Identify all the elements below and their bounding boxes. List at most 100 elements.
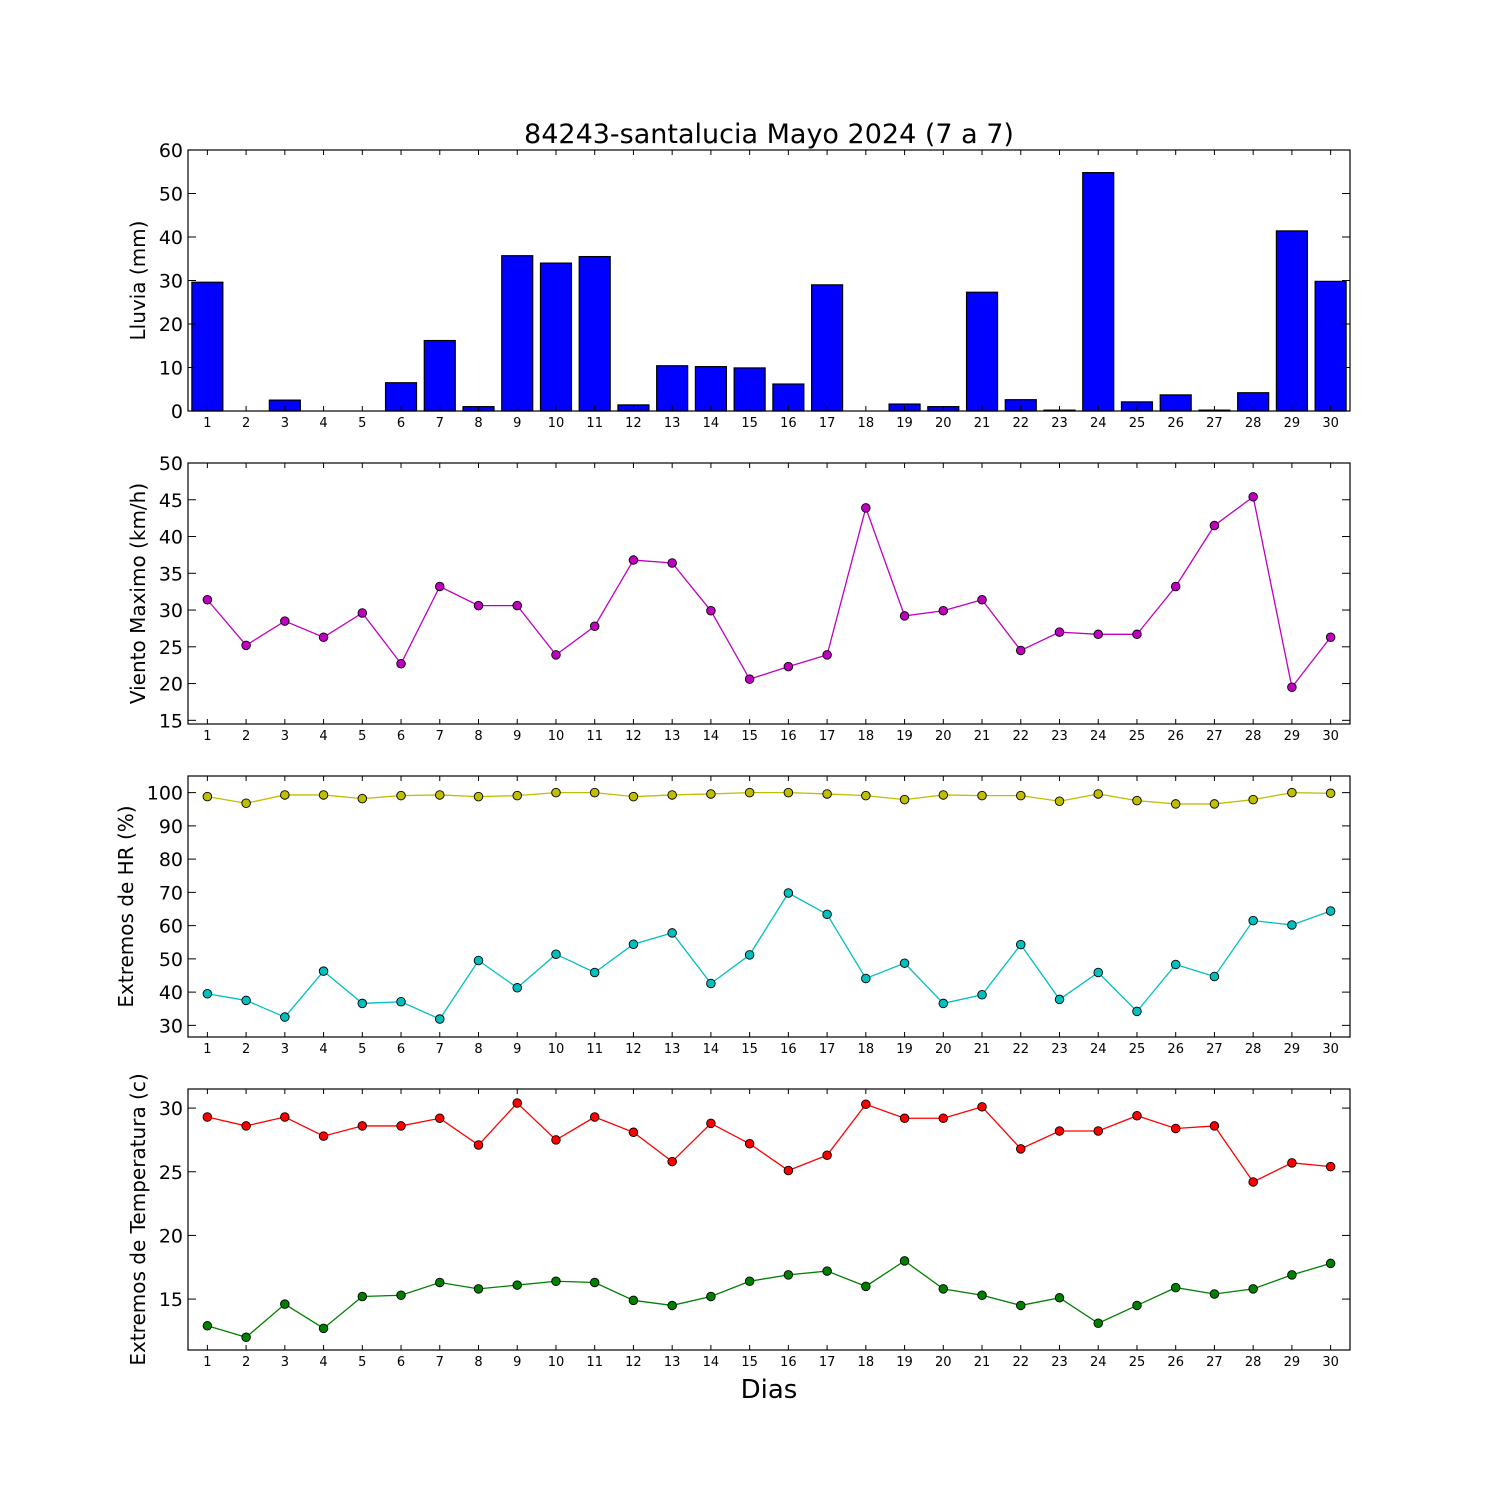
hr-min-point — [783, 888, 794, 898]
x-tick-label: 29 — [1284, 416, 1301, 431]
hr-min-point — [1287, 920, 1297, 930]
x-tick-label: 25 — [1129, 416, 1146, 431]
temp-max-point — [1016, 1144, 1026, 1154]
x-tick-label: 16 — [780, 1042, 797, 1057]
x-tick-label: 7 — [436, 416, 444, 431]
wind-point — [706, 606, 716, 616]
x-tick-label: 13 — [664, 729, 681, 744]
hr-min-line — [207, 892, 1331, 1020]
wind-point — [1209, 520, 1220, 531]
x-tick-label: 2 — [242, 416, 250, 431]
x-tick-label: 8 — [474, 416, 482, 431]
rain-bar — [1082, 172, 1115, 412]
y-tick-label: 90 — [159, 816, 183, 838]
x-tick-label: 19 — [896, 729, 913, 744]
y-axis-label: Lluvia (mm) — [126, 221, 150, 341]
y-tick-label: 40 — [159, 982, 183, 1004]
temp-min-point — [783, 1270, 794, 1280]
temp-min-point — [396, 1290, 406, 1301]
x-tick-label: 5 — [358, 1355, 366, 1370]
temp-max-point — [318, 1131, 329, 1141]
x-tick-label: 6 — [397, 1355, 405, 1370]
hr-max-point — [512, 790, 522, 801]
x-tick-label: 6 — [397, 1042, 405, 1057]
rain-bar — [733, 367, 766, 412]
wind-point — [938, 606, 949, 616]
x-tick-label: 22 — [1012, 729, 1029, 744]
x-tick-label: 26 — [1167, 1042, 1184, 1057]
x-tick-label: 1 — [203, 1042, 211, 1057]
hr-max-point — [938, 790, 949, 800]
hr-min-point — [1054, 994, 1065, 1005]
x-tick-label: 5 — [358, 729, 366, 744]
wind-point — [1287, 682, 1297, 692]
hr-max-point — [1132, 795, 1142, 806]
temp-min-point — [977, 1290, 987, 1301]
x-tick-label: 1 — [203, 1355, 211, 1370]
x-tick-label: 24 — [1090, 729, 1107, 744]
x-tick-label: 11 — [586, 729, 603, 744]
rain-panel: 1 2 3 4 5 6 7 8 9 10 11 12 13 14 15 16 17 18 19 20 21 22 23 24 2… — [126, 140, 1351, 431]
temp-max-point — [551, 1135, 561, 1145]
x-tick-label: 17 — [819, 416, 836, 431]
x-tick-label: 4 — [319, 729, 327, 744]
hr-max-point — [1016, 790, 1026, 801]
x-tick-label: 24 — [1090, 1355, 1107, 1370]
rain-bar — [384, 382, 418, 412]
wind-point — [589, 621, 600, 631]
x-tick-label: 12 — [625, 1355, 642, 1370]
hr-min-point — [1170, 959, 1181, 970]
hr-min-point — [1325, 906, 1336, 916]
x-tick-label: 10 — [548, 1042, 565, 1057]
x-tick-label: 17 — [819, 1042, 836, 1057]
x-tick-label: 21 — [974, 1355, 991, 1370]
hr-max-point — [1054, 796, 1065, 807]
x-tick-label: 28 — [1245, 416, 1262, 431]
y-tick-label: 45 — [159, 490, 183, 512]
x-tick-label: 5 — [358, 1042, 366, 1057]
hr-max-point — [628, 791, 639, 802]
hr-min-point — [435, 1014, 445, 1024]
hr-max-point — [551, 787, 561, 798]
x-tick-label: 20 — [935, 1042, 952, 1057]
y-tick-label: 25 — [159, 1162, 183, 1184]
x-tick-label: 19 — [896, 416, 913, 431]
x-tick-label: 13 — [664, 416, 681, 431]
y-tick-label: 30 — [159, 1098, 183, 1120]
hr-min-point — [1093, 967, 1103, 978]
y-tick-label: 100 — [147, 783, 183, 805]
wind-point — [551, 650, 561, 660]
temp-min-point — [899, 1256, 910, 1266]
hr-min-point — [744, 950, 755, 960]
hr-max-point — [1209, 799, 1220, 809]
axes-frame — [187, 462, 1351, 725]
x-tick-label: 11 — [586, 416, 603, 431]
x-tick-label: 16 — [780, 1355, 797, 1370]
x-tick-label: 5 — [358, 416, 366, 431]
y-tick-label: 30 — [159, 600, 183, 622]
temp-min-point — [318, 1323, 329, 1334]
y-tick-label: 25 — [159, 637, 183, 659]
y-tick-label: 20 — [159, 674, 183, 696]
x-tick-label: 4 — [319, 416, 327, 431]
x-tick-label: 27 — [1206, 1042, 1223, 1057]
hr-min-point — [861, 973, 871, 984]
temp-max-point — [1132, 1110, 1142, 1121]
x-tick-label: 7 — [436, 1355, 444, 1370]
temp-max-point — [512, 1098, 522, 1108]
x-tick-label: 17 — [819, 729, 836, 744]
x-tick-label: 12 — [625, 729, 642, 744]
x-tick-label: 19 — [896, 1042, 913, 1057]
hr-min-point — [396, 997, 406, 1007]
wind-point — [977, 594, 987, 605]
wind-point — [667, 558, 677, 568]
y-tick-label: 10 — [159, 358, 183, 380]
hr-max-point — [435, 790, 445, 800]
hr-max-point — [1093, 789, 1103, 799]
temp-min-point — [1016, 1300, 1026, 1311]
x-tick-label: 25 — [1129, 1042, 1146, 1057]
wind-point — [435, 581, 445, 592]
x-tick-label: 28 — [1245, 1042, 1262, 1057]
y-tick-label: 50 — [159, 453, 183, 475]
temp-max-point — [473, 1140, 484, 1150]
